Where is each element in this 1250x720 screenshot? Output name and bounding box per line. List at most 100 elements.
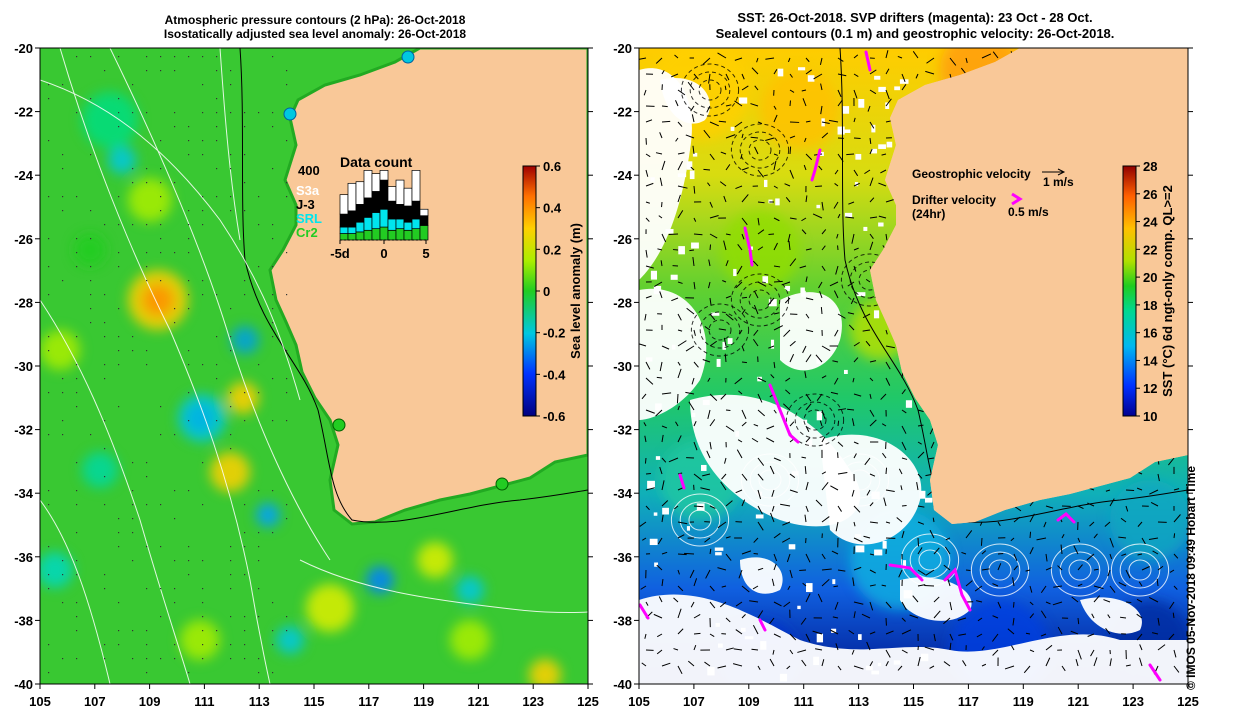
x-tick-label: 113 xyxy=(249,694,270,709)
data-count-bar-segment xyxy=(403,205,413,223)
velocity-dot xyxy=(188,126,190,128)
cloud-speckle xyxy=(800,287,805,294)
y-tick-label: -30 xyxy=(14,359,33,374)
sealevel-contour xyxy=(988,559,1012,581)
velocity-arrow xyxy=(869,148,873,155)
y-tick-label: -32 xyxy=(14,423,33,438)
velocity-dot xyxy=(76,252,78,254)
velocity-arrow xyxy=(718,120,727,123)
velocity-arrow xyxy=(852,577,855,587)
velocity-arrow xyxy=(979,521,983,526)
data-count-bar-segment xyxy=(395,204,405,220)
cloud-speckle xyxy=(662,507,669,515)
y-tick-label: -22 xyxy=(613,105,632,120)
cloud-speckle xyxy=(649,538,658,546)
velocity-arrow xyxy=(805,195,808,203)
drifter-track xyxy=(1148,663,1162,682)
velocity-arrow xyxy=(657,248,663,251)
velocity-arrow xyxy=(1157,565,1164,571)
velocity-arrow xyxy=(1025,569,1031,572)
velocity-dot xyxy=(76,406,78,408)
data-count-x-ticks: -5d 0 5 xyxy=(330,240,430,261)
sealevel-contour xyxy=(680,63,740,117)
velocity-dot xyxy=(272,56,274,58)
velocity-arrow xyxy=(661,392,672,395)
velocity-arrow xyxy=(693,505,704,508)
velocity-arrow xyxy=(757,505,763,515)
cloud-speckle xyxy=(893,660,901,665)
sst-colorbar-gradient xyxy=(1122,165,1137,417)
velocity-arrow xyxy=(802,582,807,587)
velocity-dot xyxy=(90,322,92,324)
velocity-dot xyxy=(272,238,274,240)
velocity-arrow xyxy=(1091,613,1095,619)
velocity-dot xyxy=(104,322,106,324)
velocity-arrow xyxy=(901,409,907,414)
velocity-arrow xyxy=(751,437,759,443)
velocity-arrow xyxy=(661,160,666,171)
velocity-arrow xyxy=(660,260,663,267)
velocity-arrow xyxy=(670,73,679,78)
velocity-arrow xyxy=(1136,633,1143,641)
velocity-arrow xyxy=(960,67,967,75)
velocity-arrow xyxy=(1109,658,1112,667)
velocity-dot xyxy=(132,336,134,338)
velocity-dot xyxy=(188,280,190,282)
velocity-arrow xyxy=(717,52,727,59)
cloud-speckle xyxy=(650,177,655,182)
velocity-arrow xyxy=(645,295,652,299)
velocity-arrow xyxy=(869,553,875,556)
velocity-arrow xyxy=(869,233,874,239)
velocity-arrow xyxy=(741,296,748,299)
velocity-arrow xyxy=(725,500,733,507)
sealevel-contour xyxy=(918,549,942,571)
velocity-arrow xyxy=(720,151,727,155)
velocity-arrow xyxy=(1077,583,1083,587)
velocity-arrow xyxy=(1086,553,1095,561)
velocity-arrow xyxy=(786,665,791,670)
velocity-arrow xyxy=(725,553,732,561)
velocity-dot xyxy=(76,378,78,380)
velocity-arrow xyxy=(800,617,807,625)
velocity-arrow xyxy=(997,563,1002,571)
sealevel-contour xyxy=(830,453,890,507)
cloud-patch xyxy=(639,68,692,280)
velocity-arrow xyxy=(1109,585,1116,593)
x-tick-label: 121 xyxy=(1067,694,1089,709)
velocity-arrow xyxy=(1077,649,1082,660)
velocity-arrow xyxy=(751,648,759,651)
velocity-arrow xyxy=(668,457,679,463)
velocity-arrow xyxy=(932,517,935,523)
velocity-arrow xyxy=(943,564,951,571)
velocity-arrow xyxy=(754,146,759,155)
velocity-dot xyxy=(48,588,50,590)
velocity-arrow xyxy=(1045,567,1052,571)
velocity-arrow xyxy=(869,216,878,219)
data-count-bar-segment xyxy=(371,212,381,230)
velocity-arrow xyxy=(673,648,679,651)
velocity-arrow xyxy=(639,521,647,527)
velocity-arrow xyxy=(869,569,876,574)
velocity-arrow xyxy=(958,633,967,636)
cloud-speckle xyxy=(816,633,824,643)
velocity-arrow xyxy=(741,585,750,593)
velocity-arrow xyxy=(757,377,767,383)
velocity-dot xyxy=(76,560,78,562)
velocity-arrow xyxy=(661,233,667,243)
cloud-speckle xyxy=(905,400,913,408)
velocity-dot xyxy=(104,658,106,660)
velocity-dot xyxy=(160,406,162,408)
velocity-arrow xyxy=(639,57,647,60)
velocity-arrow xyxy=(686,307,695,315)
velocity-dot xyxy=(230,112,232,114)
velocity-arrow xyxy=(693,578,698,587)
cloud-speckle xyxy=(807,75,815,82)
velocity-legend: Geostrophic velocity 1 m/s Drifter veloc… xyxy=(912,167,1074,221)
velocity-arrow xyxy=(901,530,905,539)
cloud-speckle xyxy=(716,358,721,367)
velocity-dot xyxy=(62,378,64,380)
velocity-arrow xyxy=(658,215,663,219)
velocity-dot xyxy=(90,56,92,58)
velocity-arrow xyxy=(766,425,775,430)
data-count-bars xyxy=(339,170,429,241)
